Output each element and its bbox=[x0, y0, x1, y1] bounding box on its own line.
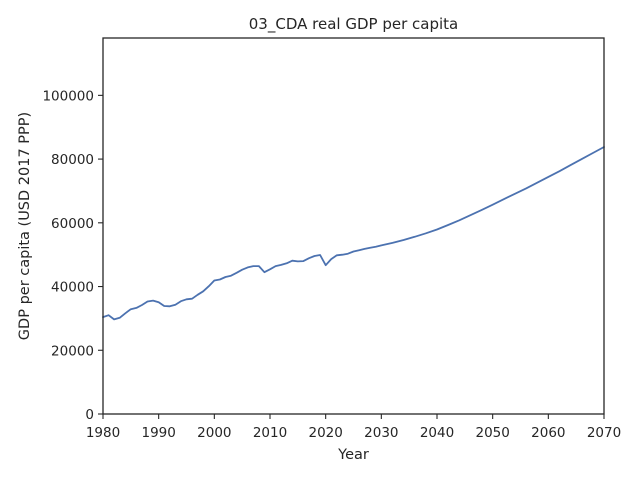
y-tick-label: 100000 bbox=[42, 88, 94, 104]
x-tick-label: 2060 bbox=[531, 425, 565, 441]
x-tick-label: 2040 bbox=[420, 425, 454, 441]
series-line-gdp-per-capita bbox=[102, 146, 605, 321]
x-tick-label: 2050 bbox=[475, 425, 509, 441]
x-tick-label: 2070 bbox=[587, 425, 621, 441]
x-tick-label: 2020 bbox=[308, 425, 342, 441]
x-tick-label: 2000 bbox=[197, 425, 231, 441]
x-axis-label: Year bbox=[337, 447, 369, 463]
x-tick-label: 2010 bbox=[253, 425, 287, 441]
y-tick-label: 40000 bbox=[51, 280, 94, 296]
chart-title: 03_CDA real GDP per capita bbox=[249, 15, 458, 34]
x-axis-ticks: 1980 1990 2000 2010 2020 2030 2040 2050 2060 2070 bbox=[86, 414, 621, 441]
y-axis-label: GDP per capita (USD 2017 PPP) bbox=[17, 112, 33, 340]
plot-frame bbox=[102, 37, 605, 415]
y-tick-label: 80000 bbox=[51, 152, 94, 168]
y-tick-label: 20000 bbox=[51, 343, 94, 359]
y-axis-ticks: 0 20000 40000 60000 80000 100000 bbox=[42, 88, 103, 423]
y-tick-label: 60000 bbox=[51, 216, 94, 232]
y-tick-label: 0 bbox=[85, 407, 94, 423]
x-tick-label: 1990 bbox=[141, 425, 175, 441]
x-tick-label: 2030 bbox=[364, 425, 398, 441]
x-tick-label: 1980 bbox=[86, 425, 120, 441]
